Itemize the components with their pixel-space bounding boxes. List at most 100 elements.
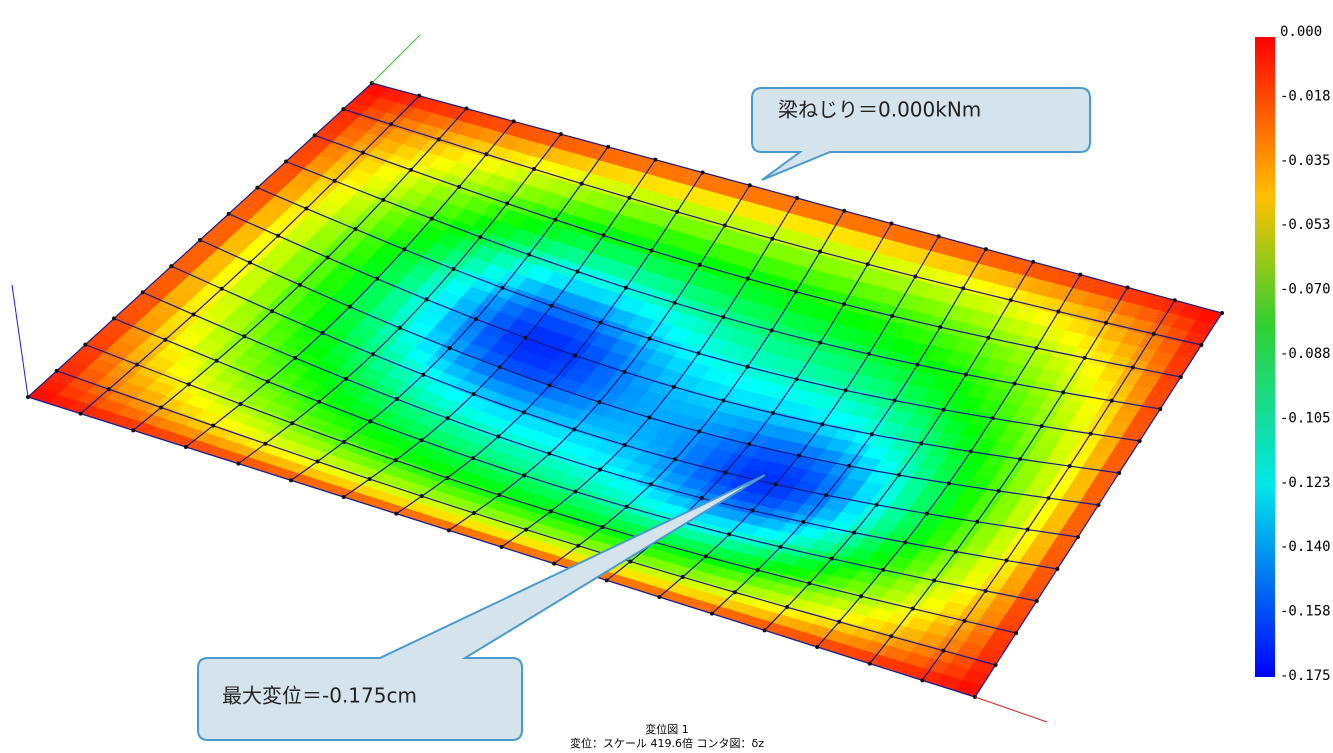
contour-surface xyxy=(28,83,1222,697)
mesh-node xyxy=(505,201,509,205)
mesh-node xyxy=(236,462,240,466)
mesh-node xyxy=(83,343,87,347)
caption: 変位：スケール 419.6倍 コンタ図：δz xyxy=(570,736,764,750)
mesh-node xyxy=(771,411,775,415)
mesh-node xyxy=(447,528,451,532)
mesh-node xyxy=(333,179,337,183)
mesh-node xyxy=(881,568,885,572)
mesh-node xyxy=(474,317,478,321)
mesh-node xyxy=(1061,390,1065,394)
mesh-node xyxy=(797,454,801,458)
color-bar xyxy=(1255,37,1275,677)
mesh-node xyxy=(131,428,135,432)
mesh-node xyxy=(867,352,871,356)
mesh-node xyxy=(748,183,752,187)
mesh-node xyxy=(211,424,215,428)
mesh-node xyxy=(315,459,319,463)
mesh-node xyxy=(1014,631,1018,635)
color-bar-label: -0.175 xyxy=(1280,668,1331,684)
mesh-node xyxy=(919,441,923,445)
mesh-node xyxy=(795,377,799,381)
mesh-node xyxy=(1199,343,1203,347)
mesh-node xyxy=(472,392,476,396)
mesh-node xyxy=(552,562,556,566)
mesh-node xyxy=(430,217,434,221)
mesh-node xyxy=(553,218,557,222)
color-bar-label: -0.105 xyxy=(1280,410,1331,426)
mesh-node xyxy=(801,520,805,524)
color-bar-label: -0.053 xyxy=(1280,217,1331,233)
mesh-node xyxy=(942,408,946,412)
mesh-node xyxy=(163,338,167,342)
mesh-node xyxy=(859,594,863,598)
mesh-node xyxy=(112,317,116,321)
mesh-node xyxy=(844,388,848,392)
axis-x xyxy=(975,697,1047,722)
caption: 変位図 1 xyxy=(645,722,689,736)
mesh-node xyxy=(575,270,579,274)
mesh-node xyxy=(866,262,870,266)
mesh-node xyxy=(598,321,602,325)
mesh-node xyxy=(964,372,968,376)
mesh-node xyxy=(198,238,202,242)
mesh-node xyxy=(623,443,627,447)
mesh-node xyxy=(276,234,280,238)
mesh-node xyxy=(681,575,685,579)
mesh-node xyxy=(733,590,737,594)
mesh-node xyxy=(1104,321,1108,325)
axis-y xyxy=(372,35,420,83)
mesh-node xyxy=(290,421,294,425)
mesh-node xyxy=(313,133,317,137)
mesh-node xyxy=(1158,407,1162,411)
mesh-node xyxy=(1138,439,1142,443)
mesh-node xyxy=(785,605,789,609)
mesh-node xyxy=(698,263,702,267)
viewport: 0.000-0.018-0.035-0.053-0.070-0.088-0.10… xyxy=(0,0,1333,753)
mesh-node xyxy=(701,170,705,174)
mesh-node xyxy=(653,158,657,162)
mesh-node xyxy=(496,435,500,439)
callout-text: 最大変位＝-0.175cm xyxy=(222,684,417,708)
mesh-node xyxy=(326,255,330,259)
mesh-node xyxy=(317,400,321,404)
mesh-node xyxy=(79,412,83,416)
mesh-node xyxy=(549,304,553,308)
mesh-node xyxy=(795,196,799,200)
mesh-node xyxy=(159,406,163,410)
mesh-node xyxy=(1009,298,1013,302)
mesh-node xyxy=(1110,399,1114,403)
mesh-node xyxy=(721,399,725,403)
mesh-node xyxy=(457,185,461,189)
mesh-node xyxy=(361,151,365,155)
mesh-node xyxy=(242,334,246,338)
mesh-node xyxy=(1089,432,1093,436)
mesh-node xyxy=(969,450,973,454)
mesh-node xyxy=(920,678,924,682)
mesh-node xyxy=(395,397,399,401)
mesh-node xyxy=(1126,285,1130,289)
mesh-node xyxy=(938,325,942,329)
mesh-node xyxy=(750,509,754,513)
color-bar-label: -0.158 xyxy=(1280,604,1331,620)
mesh-node xyxy=(371,352,375,356)
mesh-node xyxy=(1220,311,1224,315)
mesh-node xyxy=(1031,260,1035,264)
mesh-node xyxy=(837,620,841,624)
mesh-node xyxy=(55,369,59,373)
callout-text: 梁ねじり＝0.000kNm xyxy=(778,98,981,122)
mesh-node xyxy=(389,122,393,126)
mesh-node xyxy=(890,314,894,318)
mesh-node xyxy=(723,223,727,227)
mesh-node xyxy=(925,512,929,516)
mesh-node xyxy=(756,568,760,572)
color-bar-label: -0.035 xyxy=(1280,153,1331,169)
mesh-node xyxy=(874,503,878,507)
mesh-node xyxy=(293,356,297,360)
mesh-node xyxy=(573,353,577,357)
mesh-node xyxy=(746,365,750,369)
mesh-node xyxy=(266,379,270,383)
mesh-node xyxy=(524,528,528,532)
mesh-node xyxy=(448,346,452,350)
mesh-node xyxy=(889,634,893,638)
mesh-node xyxy=(572,427,576,431)
